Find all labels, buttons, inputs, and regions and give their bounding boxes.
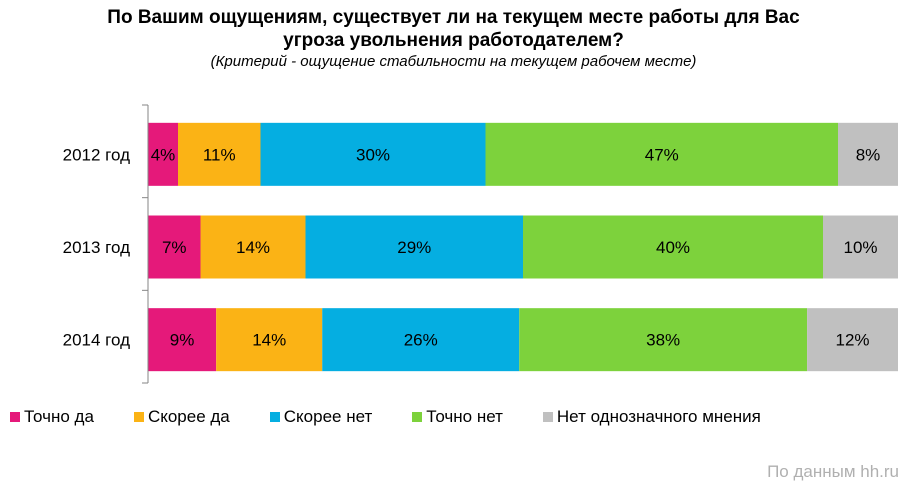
source-note: По данным hh.ru <box>767 462 899 481</box>
bar-segment <box>838 122 898 186</box>
bar-segment <box>148 122 178 186</box>
data-label: 30% <box>356 145 390 164</box>
data-label: 11% <box>203 145 236 164</box>
legend-label: Скорее нет <box>283 407 373 426</box>
data-label: 8% <box>856 145 881 164</box>
bar-segment <box>523 215 823 279</box>
legend-item: Точно да <box>10 407 94 427</box>
legend-label: Скорее да <box>147 407 230 426</box>
legend-item: Нет однозначного мнения <box>542 407 761 427</box>
bar-segment <box>216 308 323 372</box>
bar-segment <box>260 122 486 186</box>
data-label: 12% <box>836 331 870 350</box>
legend-label: Точно да <box>24 407 94 426</box>
legend-swatch <box>133 412 144 422</box>
chart-subtitle: (Критерий - ощущение стабильности на тек… <box>210 53 697 70</box>
data-label: 4% <box>151 145 176 164</box>
bar-segment <box>823 215 898 279</box>
legend-item: Скорее нет <box>269 407 373 427</box>
data-label: 9% <box>170 331 195 350</box>
category-label: 2014 год <box>63 331 130 350</box>
bar-segment <box>519 308 808 372</box>
legend-swatch <box>10 412 20 422</box>
legend-swatch <box>412 412 423 422</box>
legend-label: Точно нет <box>426 407 503 426</box>
bar-segment <box>485 122 838 186</box>
bar-segment <box>148 215 201 279</box>
legend-swatch <box>269 412 280 422</box>
data-label: 10% <box>843 238 877 257</box>
bar-segment <box>322 308 520 372</box>
category-label: 2013 год <box>63 238 130 257</box>
data-label: 14% <box>236 238 270 257</box>
data-label: 47% <box>645 145 679 164</box>
bar-segment <box>305 215 523 279</box>
chart-title: По Вашим ощущениям, существует ли на тек… <box>0 6 907 52</box>
legend-item: Точно нет <box>412 407 503 427</box>
data-label: 29% <box>397 238 431 257</box>
data-label: 26% <box>404 331 438 350</box>
legend-swatch <box>542 412 553 422</box>
stacked-bar-chart: 4% 11% 30% 47% 8% 2012 год 7% 14% 29% 40% 10% 2013 … <box>63 104 898 384</box>
legend-label: Нет однозначного мнения <box>556 407 761 426</box>
bar-segment <box>178 122 261 186</box>
data-label: 14% <box>252 331 286 350</box>
data-label: 38% <box>646 331 680 350</box>
data-label: 7% <box>162 238 187 257</box>
chart-title-text: По Вашим ощущениям, существует ли на тек… <box>107 7 800 51</box>
category-label: 2012 год <box>63 145 130 164</box>
bar-segment <box>200 215 306 279</box>
legend-item: Скорее да <box>133 407 230 427</box>
data-label: 40% <box>656 238 690 257</box>
bar-segment <box>807 308 898 372</box>
chart-legend: Точно да Скорее да Скорее нет Точно нет Нет … <box>10 406 801 428</box>
bar-segment <box>148 308 217 372</box>
